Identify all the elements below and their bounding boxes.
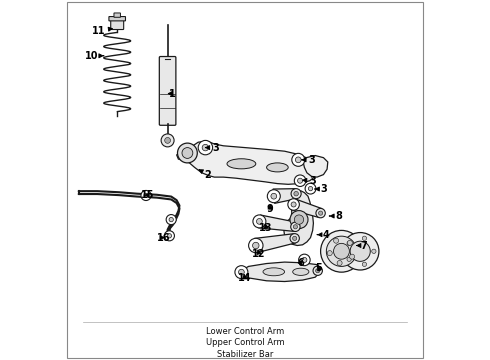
Text: 2: 2 (199, 170, 211, 180)
Circle shape (297, 178, 303, 183)
Circle shape (342, 233, 379, 270)
Circle shape (316, 269, 320, 273)
Circle shape (291, 202, 296, 207)
Circle shape (166, 215, 176, 225)
Polygon shape (284, 191, 314, 246)
Text: Stabilizer Bar: Stabilizer Bar (217, 350, 273, 359)
Circle shape (202, 144, 209, 151)
Circle shape (239, 269, 245, 275)
Ellipse shape (293, 268, 309, 275)
FancyBboxPatch shape (114, 13, 121, 17)
Circle shape (350, 241, 370, 261)
Circle shape (169, 217, 173, 222)
Circle shape (347, 257, 351, 261)
Polygon shape (254, 234, 295, 253)
Circle shape (326, 236, 357, 266)
Text: 5: 5 (315, 263, 322, 273)
Circle shape (144, 193, 148, 198)
Text: 10: 10 (85, 51, 104, 61)
Text: 14: 14 (238, 273, 251, 283)
Circle shape (293, 236, 297, 240)
Circle shape (290, 211, 308, 229)
Circle shape (334, 243, 349, 259)
Circle shape (167, 234, 171, 238)
Circle shape (327, 251, 332, 256)
Ellipse shape (227, 159, 256, 169)
Circle shape (349, 254, 355, 259)
Circle shape (294, 192, 298, 196)
Ellipse shape (267, 163, 288, 172)
Text: Lower Control Arm: Lower Control Arm (206, 327, 284, 336)
Text: 16: 16 (157, 233, 171, 243)
Text: 3: 3 (303, 176, 317, 186)
Circle shape (291, 189, 301, 199)
Text: 3: 3 (302, 155, 315, 165)
Text: 15: 15 (141, 190, 154, 200)
Circle shape (257, 219, 262, 224)
Polygon shape (273, 189, 296, 203)
Circle shape (268, 190, 280, 203)
Text: Upper Control Arm: Upper Control Arm (206, 338, 284, 347)
Text: 11: 11 (92, 26, 112, 36)
Circle shape (294, 215, 304, 224)
Circle shape (347, 240, 352, 246)
Circle shape (292, 153, 305, 166)
Text: 12: 12 (252, 249, 266, 259)
Circle shape (141, 190, 151, 201)
Circle shape (305, 183, 316, 194)
Circle shape (291, 222, 300, 231)
Circle shape (320, 230, 363, 272)
Circle shape (198, 140, 213, 155)
Text: 6: 6 (297, 258, 304, 268)
Text: 7: 7 (357, 240, 367, 251)
Circle shape (347, 241, 351, 246)
Circle shape (161, 134, 174, 147)
Circle shape (294, 175, 306, 186)
Polygon shape (292, 199, 322, 217)
Circle shape (318, 211, 323, 215)
Ellipse shape (263, 268, 285, 276)
Text: 1: 1 (169, 89, 176, 99)
Circle shape (235, 266, 248, 279)
Text: 9: 9 (267, 204, 273, 214)
FancyBboxPatch shape (109, 17, 125, 21)
Text: 3: 3 (315, 184, 327, 194)
Circle shape (316, 208, 325, 218)
Circle shape (298, 254, 310, 266)
Text: 3: 3 (206, 143, 219, 153)
Text: 4: 4 (317, 230, 329, 240)
Circle shape (165, 138, 171, 143)
Circle shape (164, 231, 174, 241)
Circle shape (294, 225, 297, 229)
Circle shape (362, 236, 367, 240)
Polygon shape (176, 141, 317, 184)
Ellipse shape (177, 143, 197, 163)
Circle shape (308, 186, 313, 191)
Circle shape (372, 249, 376, 253)
Circle shape (271, 193, 277, 199)
Circle shape (302, 257, 307, 262)
Polygon shape (241, 262, 320, 282)
Circle shape (295, 157, 301, 163)
FancyBboxPatch shape (111, 19, 123, 30)
Circle shape (252, 242, 259, 249)
Circle shape (248, 238, 263, 253)
Circle shape (337, 261, 342, 266)
FancyBboxPatch shape (159, 57, 176, 125)
Circle shape (334, 238, 339, 243)
Text: 8: 8 (329, 211, 342, 221)
Text: 13: 13 (259, 222, 273, 233)
Circle shape (288, 199, 299, 210)
Circle shape (253, 215, 266, 228)
Ellipse shape (182, 148, 193, 158)
Circle shape (362, 262, 367, 266)
Circle shape (313, 266, 322, 275)
Polygon shape (303, 156, 328, 177)
Circle shape (290, 234, 299, 243)
Polygon shape (258, 215, 296, 231)
